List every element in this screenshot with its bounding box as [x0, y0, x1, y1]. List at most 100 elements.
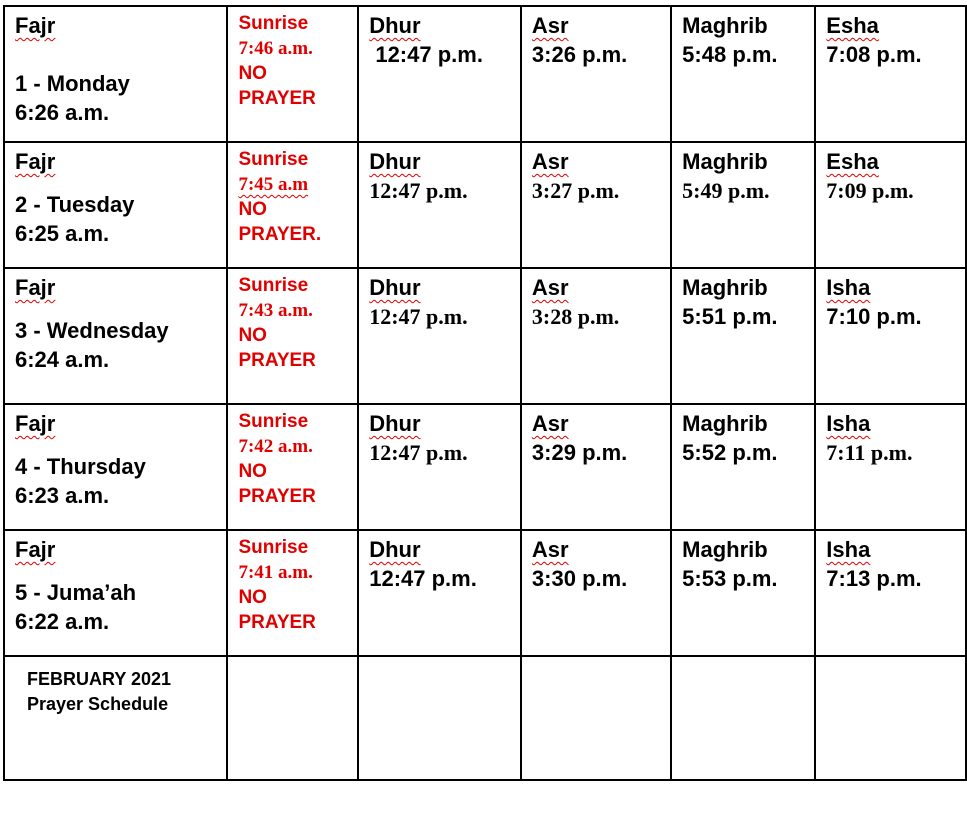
fajr-cell: Fajr 4 - Thursday 6:23 a.m. — [2, 403, 229, 531]
sunrise-time: 7:41 a.m. — [238, 562, 313, 583]
dhur-cell: Dhur 12:47 p.m. — [357, 141, 522, 269]
day-label: 1 - Monday — [15, 71, 130, 96]
sunrise-time: 7:42 a.m. — [238, 436, 313, 457]
day-label: 2 - Tuesday — [15, 192, 135, 217]
fajr-time: 6:22 a.m. — [15, 609, 110, 634]
dhur-time: 12:47 p.m. — [369, 566, 477, 591]
no-prayer-line1: NO — [238, 461, 267, 482]
maghrib-cell: Maghrib 5:51 p.m. — [670, 267, 817, 405]
maghrib-time: 5:49 p.m. — [682, 178, 770, 203]
fajr-time: 6:24 a.m. — [15, 347, 110, 372]
isha-time: 7:10 p.m. — [826, 304, 922, 329]
sunrise-time: 7:43 a.m. — [238, 300, 313, 321]
fajr-label: Fajr — [15, 537, 56, 562]
day-row: Fajr 2 - Tuesday 6:25 a.m. Sunrise 7:45 … — [2, 141, 967, 269]
sunrise-cell: Sunrise 7:45 a.m NO PRAYER. — [226, 141, 360, 269]
fajr-time: 6:26 a.m. — [15, 100, 110, 125]
no-prayer-line1: NO — [238, 587, 267, 608]
schedule-title-cell: FEBRUARY 2021 Prayer Schedule — [2, 655, 229, 781]
isha-cell: Isha 7:10 p.m. — [814, 267, 967, 405]
prayer-schedule-table: Fajr 1 - Monday 6:26 a.m. Sunrise 7:46 a… — [2, 5, 967, 781]
dhur-label: Dhur — [369, 149, 421, 174]
schedule-subtitle: Prayer Schedule — [27, 694, 169, 714]
isha-time: 7:11 p.m. — [826, 440, 913, 465]
dhur-cell: Dhur 12:47 p.m. — [357, 529, 522, 657]
isha-label: Isha — [826, 275, 871, 300]
no-prayer-line2: PRAYER — [238, 612, 316, 633]
no-prayer-line1: NO — [238, 199, 267, 220]
maghrib-time: 5:53 p.m. — [682, 566, 778, 591]
no-prayer-line1: NO — [238, 63, 267, 84]
isha-cell: Isha 7:13 p.m. — [814, 529, 967, 657]
sunrise-label: Sunrise — [238, 13, 309, 34]
fajr-label: Fajr — [15, 411, 56, 436]
sunrise-cell: Sunrise 7:46 a.m. NO PRAYER — [226, 5, 360, 143]
isha-time: 7:09 p.m. — [826, 178, 914, 203]
empty-cell — [226, 655, 360, 781]
sunrise-cell: Sunrise 7:43 a.m. NO PRAYER — [226, 267, 360, 405]
isha-cell: Esha 7:08 p.m. — [814, 5, 967, 143]
maghrib-cell: Maghrib 5:53 p.m. — [670, 529, 817, 657]
sunrise-cell: Sunrise 7:41 a.m. NO PRAYER — [226, 529, 360, 657]
day-row: Fajr 1 - Monday 6:26 a.m. Sunrise 7:46 a… — [2, 5, 967, 143]
dhur-time: 12:47 p.m. — [369, 304, 468, 329]
maghrib-label: Maghrib — [682, 13, 768, 38]
isha-cell: Isha 7:11 p.m. — [814, 403, 967, 531]
fajr-label: Fajr — [15, 149, 56, 174]
asr-label: Asr — [531, 537, 569, 562]
fajr-cell: Fajr 1 - Monday 6:26 a.m. — [2, 5, 229, 143]
dhur-label: Dhur — [369, 411, 421, 436]
isha-time: 7:08 p.m. — [826, 42, 922, 67]
fajr-label: Fajr — [15, 275, 56, 300]
dhur-cell: Dhur 12:47 p.m. — [357, 5, 522, 143]
asr-label: Asr — [531, 411, 569, 436]
dhur-cell: Dhur 12:47 p.m. — [357, 403, 522, 531]
empty-cell — [670, 655, 817, 781]
isha-label: Esha — [826, 149, 879, 174]
maghrib-label: Maghrib — [682, 537, 768, 562]
day-row: Fajr 5 - Juma’ah 6:22 a.m. Sunrise 7:41 … — [2, 529, 967, 657]
fajr-cell: Fajr 5 - Juma’ah 6:22 a.m. — [2, 529, 229, 657]
maghrib-label: Maghrib — [682, 411, 768, 436]
isha-label: Esha — [826, 13, 879, 38]
sunrise-label: Sunrise — [238, 149, 309, 170]
day-label: 3 - Wednesday — [15, 318, 169, 343]
maghrib-time: 5:52 p.m. — [682, 440, 778, 465]
fajr-cell: Fajr 2 - Tuesday 6:25 a.m. — [2, 141, 229, 269]
no-prayer-line2: PRAYER. — [238, 224, 322, 245]
maghrib-cell: Maghrib 5:49 p.m. — [670, 141, 817, 269]
no-prayer-line2: PRAYER — [238, 350, 316, 371]
maghrib-label: Maghrib — [682, 275, 768, 300]
asr-label: Asr — [531, 275, 569, 300]
maghrib-time: 5:48 p.m. — [682, 42, 778, 67]
empty-cell — [357, 655, 522, 781]
sunrise-label: Sunrise — [238, 275, 309, 296]
asr-time: 3:27 p.m. — [531, 178, 620, 203]
dhur-time: 12:47 p.m. — [369, 178, 468, 203]
asr-time: 3:26 p.m. — [531, 42, 628, 67]
sunrise-time: 7:46 a.m. — [238, 38, 313, 59]
no-prayer-line1: NO — [238, 325, 267, 346]
day-label: 5 - Juma’ah — [15, 580, 137, 605]
maghrib-time: 5:51 p.m. — [682, 304, 778, 329]
isha-label: Isha — [826, 537, 871, 562]
dhur-label: Dhur — [369, 537, 421, 562]
dhur-label: Dhur — [369, 275, 421, 300]
dhur-time: 12:47 p.m. — [369, 42, 483, 67]
fajr-time: 6:25 a.m. — [15, 221, 110, 246]
isha-label: Isha — [826, 411, 871, 436]
asr-time: 3:30 p.m. — [531, 566, 628, 591]
asr-cell: Asr 3:26 p.m. — [519, 5, 673, 143]
sunrise-cell: Sunrise 7:42 a.m. NO PRAYER — [226, 403, 360, 531]
dhur-label: Dhur — [369, 13, 421, 38]
fajr-cell: Fajr 3 - Wednesday 6:24 a.m. — [2, 267, 229, 405]
empty-cell — [519, 655, 673, 781]
maghrib-label: Maghrib — [682, 149, 768, 174]
asr-cell: Asr 3:29 p.m. — [519, 403, 673, 531]
fajr-time: 6:23 a.m. — [15, 483, 110, 508]
day-label: 4 - Thursday — [15, 454, 146, 479]
asr-cell: Asr 3:28 p.m. — [519, 267, 673, 405]
asr-time: 3:28 p.m. — [531, 304, 620, 329]
sunrise-label: Sunrise — [238, 411, 309, 432]
dhur-cell: Dhur 12:47 p.m. — [357, 267, 522, 405]
